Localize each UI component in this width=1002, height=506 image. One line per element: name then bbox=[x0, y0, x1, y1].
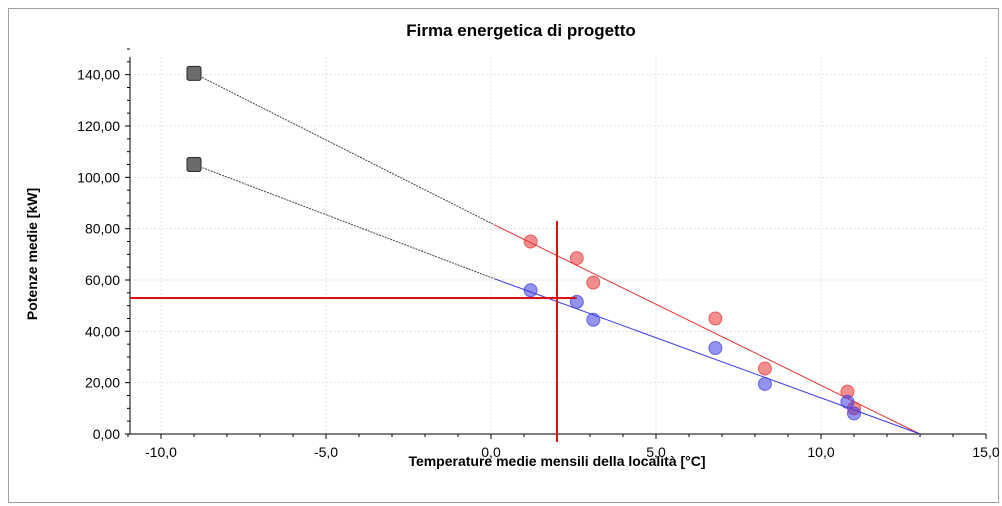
design-point bbox=[186, 157, 202, 172]
data-point bbox=[523, 234, 538, 249]
y-axis-label: Potenze medie [kW] bbox=[24, 188, 40, 320]
x-tick-label: -5,0 bbox=[314, 444, 338, 460]
data-point bbox=[847, 406, 861, 421]
chart-title: Firma energetica di progetto bbox=[406, 21, 636, 40]
data-point bbox=[586, 312, 601, 327]
data-point bbox=[708, 311, 723, 326]
extrapolation-line bbox=[193, 164, 495, 280]
axes: 0,00 20,00 40,00 60,00 80,00 100,00 120,00 140,… bbox=[77, 48, 1000, 460]
chart-svg: Firma energetica di progetto 0,00 20,00 40… bbox=[24, 21, 1000, 469]
y-tick-label: 0,00 bbox=[93, 426, 120, 442]
y-tick-label: 40,00 bbox=[85, 323, 120, 339]
x-tick-label: 10,0 bbox=[807, 444, 834, 460]
data-point bbox=[523, 283, 538, 298]
x-axis-label: Temperature medie mensili della località… bbox=[408, 453, 705, 469]
extrapolation-line bbox=[193, 72, 495, 226]
data-point bbox=[569, 251, 584, 266]
x-tick-label: 0,0 bbox=[481, 444, 501, 460]
data-point bbox=[840, 394, 855, 409]
reference-lines bbox=[130, 220, 577, 442]
chart-frame: Firma energetica di progetto 0,00 20,00 40… bbox=[8, 8, 1000, 503]
data-point bbox=[757, 376, 772, 391]
y-tick-label: 20,00 bbox=[85, 375, 120, 391]
y-tick-label: 80,00 bbox=[85, 221, 120, 237]
data-points bbox=[186, 65, 861, 421]
data-point bbox=[586, 275, 601, 290]
x-tick-label: -10,0 bbox=[145, 444, 177, 460]
y-tick-label: 60,00 bbox=[85, 272, 120, 288]
x-tick-label: 15,0 bbox=[972, 444, 999, 460]
y-tick-label: 120,00 bbox=[77, 118, 120, 134]
data-point bbox=[708, 341, 723, 356]
x-tick-label: 5,0 bbox=[646, 444, 666, 460]
y-tick-label: 140,00 bbox=[77, 67, 120, 83]
design-point bbox=[186, 65, 202, 81]
y-tick-label: 100,00 bbox=[77, 169, 120, 185]
data-point bbox=[757, 361, 772, 376]
